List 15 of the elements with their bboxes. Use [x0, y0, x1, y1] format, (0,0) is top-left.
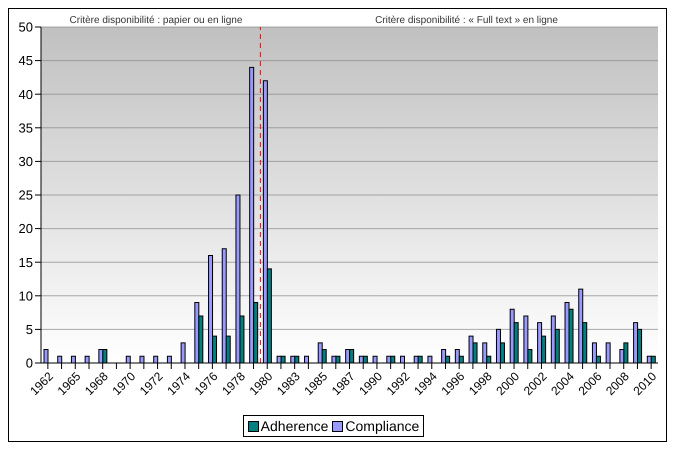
y-tick-label: 15 [18, 254, 33, 270]
y-tick-label: 25 [18, 188, 33, 203]
y-tick-label: 50 [18, 20, 33, 35]
y-tick-label: 0 [26, 356, 33, 371]
text: Critère disponibilité : papier ou en ligne [68, 15, 244, 26]
y-tick-label: 5 [26, 322, 33, 338]
y-tick-label: 35 [18, 120, 33, 136]
y-tick-label: 10 [18, 288, 33, 304]
y-tick-label: 40 [18, 86, 33, 102]
text: Critère disponibilité : « Full text » en ligne [374, 15, 559, 26]
legend-label: Adherence [260, 418, 328, 434]
y-tick-label: 45 [18, 53, 33, 68]
y-tick-label: 20 [18, 221, 33, 236]
legend-label: Compliance [344, 418, 420, 434]
y-tick-label: 30 [18, 154, 33, 170]
